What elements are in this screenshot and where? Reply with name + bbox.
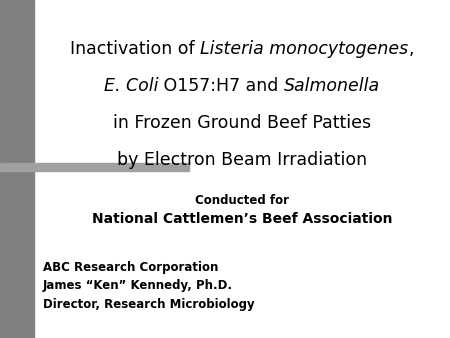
Text: Listeria monocytogenes: Listeria monocytogenes: [200, 40, 409, 58]
Text: ABC Research Corporation: ABC Research Corporation: [43, 261, 218, 273]
Bar: [0, 163, 189, 171]
Text: National Cattlemen’s Beef Association: National Cattlemen’s Beef Association: [92, 212, 392, 226]
Text: in Frozen Ground Beef Patties: in Frozen Ground Beef Patties: [113, 114, 371, 132]
Text: Inactivation of: Inactivation of: [70, 40, 200, 58]
Text: Salmonella: Salmonella: [284, 77, 380, 95]
Bar: [0, 0, 34, 338]
Text: Conducted for: Conducted for: [195, 194, 289, 207]
Text: ,: ,: [409, 40, 414, 58]
Text: James “Ken” Kennedy, Ph.D.: James “Ken” Kennedy, Ph.D.: [43, 279, 233, 292]
Text: O157:H7 and: O157:H7 and: [158, 77, 284, 95]
Text: Director, Research Microbiology: Director, Research Microbiology: [43, 298, 254, 311]
Text: by Electron Beam Irradiation: by Electron Beam Irradiation: [117, 150, 367, 169]
Text: E. Coli: E. Coli: [104, 77, 158, 95]
